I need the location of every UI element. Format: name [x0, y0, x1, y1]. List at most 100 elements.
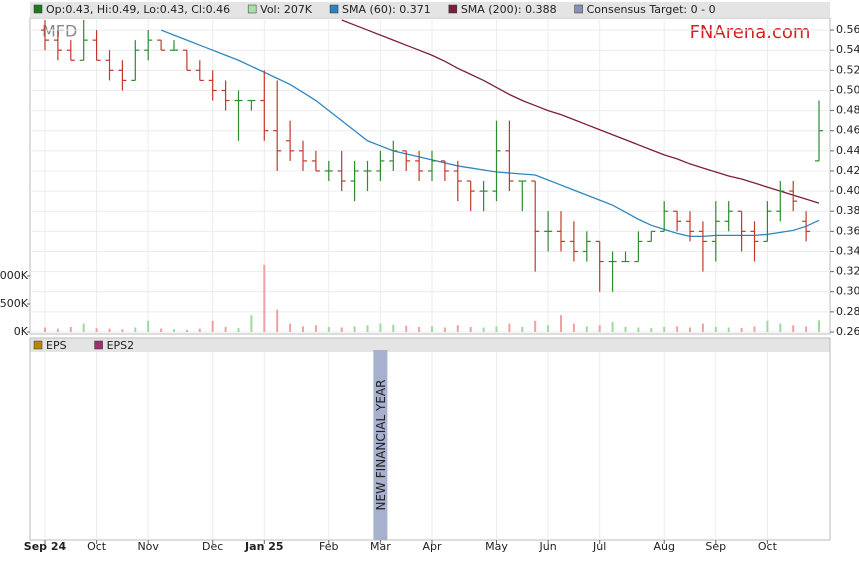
- volume-bar: [418, 326, 421, 332]
- legend-label: Consensus Target: 0 - 0: [587, 3, 716, 16]
- legend-swatch: [33, 4, 43, 14]
- volume-bar: [160, 328, 163, 332]
- volume-bar: [624, 326, 627, 332]
- volume-bar: [211, 320, 214, 332]
- annotation: NEW FINANCIAL YEAR: [374, 380, 388, 511]
- x-tick-label: Oct: [87, 540, 107, 553]
- volume-bar: [534, 320, 537, 332]
- volume-bar: [95, 328, 98, 332]
- volume-bar: [327, 326, 330, 332]
- volume-bar: [366, 325, 369, 332]
- x-tick-label: Dec: [202, 540, 223, 553]
- legend-label: SMA (60): 0.371: [342, 3, 431, 16]
- legend-swatch: [329, 4, 339, 14]
- volume-bar: [572, 323, 575, 332]
- legend-label: EPS2: [107, 339, 135, 352]
- volume-bar: [392, 324, 395, 332]
- y-tick-label: 0.32: [836, 265, 859, 278]
- volume-bar: [405, 325, 408, 332]
- legend-label: Op:0.43, Hi:0.49, Lo:0.43, Cl:0.46: [46, 3, 230, 16]
- x-tick-label: Mar: [370, 540, 391, 553]
- x-tick-label: Feb: [319, 540, 338, 553]
- volume-bar: [727, 327, 730, 332]
- y-tick-label: 0.26: [836, 325, 859, 338]
- volume-bar: [314, 325, 317, 332]
- legend-swatch: [94, 340, 103, 350]
- volume-bar: [276, 309, 279, 332]
- volume-bar: [521, 326, 524, 332]
- legend-swatch: [448, 4, 458, 14]
- volume-bar: [456, 325, 459, 332]
- volume-bar: [353, 326, 356, 332]
- volume-bar: [56, 328, 59, 332]
- x-tick-label: Sep: [705, 540, 726, 553]
- lower-legend-strip: [30, 338, 830, 352]
- volume-bar: [134, 327, 137, 332]
- volume-bar: [779, 323, 782, 332]
- volume-bar: [611, 321, 614, 332]
- y-tick-label: 0.28: [836, 305, 859, 318]
- volume-bar: [637, 327, 640, 332]
- volume-bar: [431, 326, 433, 332]
- volume-bar: [560, 315, 562, 332]
- volume-bar: [663, 326, 666, 332]
- volume-bar: [676, 326, 679, 332]
- x-tick-label: Jan 25: [244, 540, 283, 553]
- volume-bar: [198, 328, 201, 332]
- volume-bar: [547, 325, 550, 332]
- x-tick-label: Sep 24: [24, 540, 67, 553]
- legend-swatch: [247, 4, 257, 14]
- ticker: MFD: [42, 22, 77, 41]
- volume-bar: [598, 325, 601, 332]
- volume-bar: [173, 329, 175, 332]
- volume-bar: [250, 315, 253, 332]
- volume-bar: [753, 326, 756, 332]
- lower-panel: [29, 337, 831, 541]
- y-tick-label: 0.48: [836, 104, 859, 117]
- volume-bar: [585, 326, 588, 332]
- y-tick-label: 0.34: [836, 244, 859, 257]
- volume-bar: [69, 326, 72, 332]
- legend-swatch: [574, 4, 583, 14]
- y-tick-label: 0.44: [836, 144, 859, 157]
- y-tick-label: 0.56: [836, 23, 859, 36]
- volume-bar: [302, 326, 304, 332]
- volume-bar: [82, 323, 85, 332]
- volume-bar: [792, 325, 795, 332]
- price-panel: [29, 17, 831, 335]
- annotation-band: [373, 350, 388, 540]
- volume-bar: [818, 320, 820, 332]
- y-tick-label: 0.40: [836, 184, 859, 197]
- y-tick-label: 0.30: [836, 285, 859, 298]
- y-tick-label: 0.36: [836, 224, 859, 237]
- legend-label: EPS: [46, 339, 67, 352]
- x-tick-label: Oct: [758, 540, 778, 553]
- volume-bar: [108, 328, 111, 332]
- volume-bar: [237, 328, 240, 332]
- sma-line: [160, 29, 820, 238]
- volume-bar: [740, 328, 743, 332]
- y-tick-label: 0.50: [836, 83, 859, 96]
- volume-bar: [482, 327, 485, 332]
- volume-bar: [224, 326, 227, 332]
- x-tick-label: Jun: [539, 540, 557, 553]
- volume-bar: [340, 327, 343, 332]
- volume-bar: [185, 329, 188, 332]
- volume-bar: [443, 327, 446, 332]
- volume-bar: [469, 326, 472, 332]
- x-tick-label: Aug: [653, 540, 674, 553]
- volume-bar: [263, 264, 266, 332]
- legend-swatch: [33, 340, 43, 350]
- sma-line: [341, 19, 820, 204]
- legend-label: Vol: 207K: [260, 3, 313, 16]
- volume-tick-label: 0K: [14, 325, 29, 338]
- volume-bar: [379, 323, 382, 332]
- y-tick-label: 0.54: [836, 43, 859, 56]
- volume-bar: [495, 326, 498, 332]
- x-tick-label: Nov: [137, 540, 159, 553]
- x-tick-label: Jul: [592, 540, 606, 553]
- volume-bar: [689, 327, 691, 332]
- volume-bar: [714, 326, 717, 332]
- y-tick-label: 0.46: [836, 124, 859, 137]
